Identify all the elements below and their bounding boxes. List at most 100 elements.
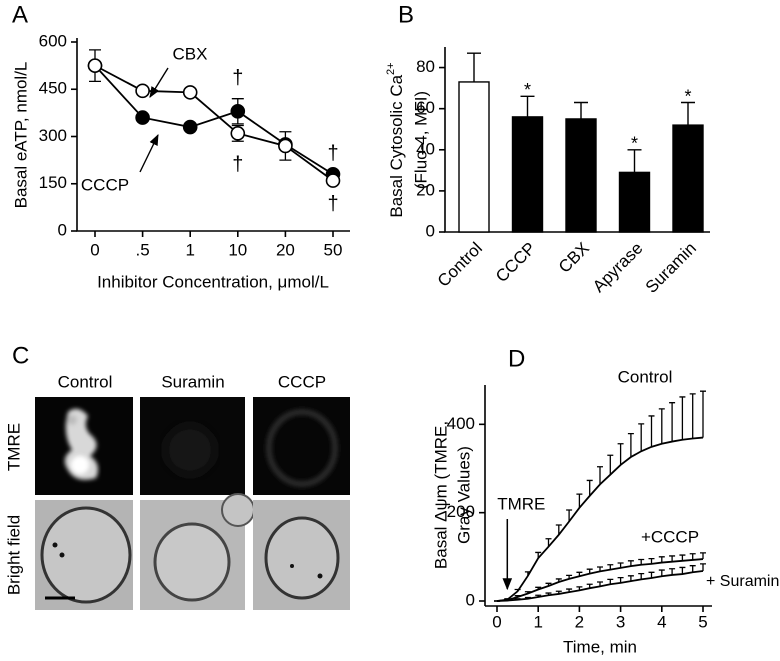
error-bar [638, 572, 645, 580]
panel-letter: B [398, 1, 414, 28]
y-axis-label: Basal Cytosolic Ca2+ [385, 62, 407, 217]
error-bar [586, 479, 593, 496]
y-axis-label-text: Basal Cytosolic Ca [387, 74, 406, 217]
point [230, 126, 246, 141]
bright-field-images [35, 493, 350, 610]
point [278, 138, 293, 154]
error-bar [679, 566, 686, 575]
x-tick-label: 5 [698, 612, 707, 631]
error-bar [566, 509, 573, 522]
bar [618, 171, 651, 233]
granule [52, 542, 58, 548]
x-tick-label: CCCP [492, 239, 539, 286]
y-axis-label: Basal Δψm (TMRE, [431, 421, 450, 569]
series-label: Control [618, 367, 673, 386]
significance-symbol: † [327, 143, 338, 165]
bar [672, 124, 704, 233]
fluorescence [64, 408, 98, 480]
error-bar [658, 556, 665, 563]
point [230, 104, 246, 119]
column-header: Suramin [161, 372, 224, 391]
y-tick-label: 150 [39, 173, 67, 192]
error-bar [520, 95, 535, 117]
point [87, 58, 103, 73]
error-bar [648, 571, 655, 579]
x-tick-label: Apyrase [589, 239, 647, 297]
panel-letter: A [12, 1, 28, 28]
y-tick-label: 0 [426, 221, 435, 240]
y-tick-label: 400 [447, 414, 475, 433]
y-tick-label: 0 [58, 220, 67, 239]
point [135, 83, 150, 99]
fluorescence [266, 409, 338, 487]
y-axis-label: (Fluo-4, MFI) [411, 91, 430, 189]
x-tick-label: 0 [90, 240, 99, 259]
series-line [496, 558, 704, 602]
point [182, 119, 198, 135]
x-tick-label: 10 [228, 240, 247, 259]
cell [153, 522, 231, 602]
x-tick-label: .5 [136, 240, 150, 259]
y-tick-label: 200 [447, 502, 475, 521]
significance-symbol: † [232, 67, 243, 89]
x-tick-label: 2 [575, 612, 584, 631]
row-label: Bright field [4, 515, 23, 595]
panel-letter: D [508, 345, 525, 372]
panel-letter: C [12, 342, 29, 369]
significance-symbol: † [232, 154, 243, 176]
error-bar [700, 552, 706, 560]
y-tick-label: 80 [416, 57, 435, 76]
x-axis-label: Inhibitor Concentration, μmol/L [97, 272, 329, 291]
panel-c: C Control Suramin CCCP TMRE Bright field [4, 342, 350, 610]
series-line [94, 65, 334, 176]
axis [76, 38, 350, 232]
error-bar [669, 568, 676, 575]
cell [40, 506, 132, 604]
cell [221, 493, 255, 527]
x-tick-label: 1 [185, 240, 194, 259]
y-tick-label: 450 [39, 79, 67, 98]
column-header: CCCP [278, 372, 326, 391]
y-tick-label: 60 [416, 98, 435, 117]
y-axis-label-superscript: 2+ [385, 62, 397, 75]
y-tick-label: 40 [416, 139, 435, 158]
error-bar [576, 493, 583, 508]
bar [458, 81, 490, 233]
series-line [496, 570, 704, 602]
error-bar [689, 565, 696, 573]
axis [484, 385, 712, 607]
series-label: + Suramin [706, 573, 779, 590]
significance-symbol: * [524, 80, 531, 100]
error-bar [669, 402, 676, 442]
panel: D 0 200 400 0 1 2 3 4 5 Time, min Basal Δψm (TMRE, G… [431, 345, 779, 656]
fluorescence [165, 425, 215, 475]
granule [317, 573, 323, 579]
tmre-images [35, 397, 350, 495]
bar [511, 116, 544, 233]
x-tick-label: 0 [492, 612, 501, 631]
x-tick-label: Control [434, 239, 486, 291]
y-tick-label: 300 [39, 126, 67, 145]
error-bar [648, 415, 655, 447]
error-bar [467, 52, 481, 82]
cell [264, 516, 340, 600]
point [325, 173, 341, 188]
error-bar [658, 408, 665, 444]
x-axis-label: Time, min [563, 637, 637, 656]
significance-symbol: * [631, 134, 638, 154]
series-line [94, 64, 334, 182]
error-bar [700, 390, 706, 438]
x-tick-label: 50 [324, 240, 343, 259]
series-label: CBX [173, 44, 208, 63]
error-bar [679, 396, 686, 440]
panel: A 0 150 300 450 600 0 .5 1 10 20 50 Inhibitor Concen… [11, 1, 350, 291]
error-bar [669, 555, 676, 562]
granule [290, 564, 294, 568]
series-label: CCCP [81, 175, 129, 194]
point [182, 85, 198, 100]
error-bar [658, 569, 665, 577]
error-bar [597, 466, 603, 485]
error-bar [574, 101, 588, 119]
